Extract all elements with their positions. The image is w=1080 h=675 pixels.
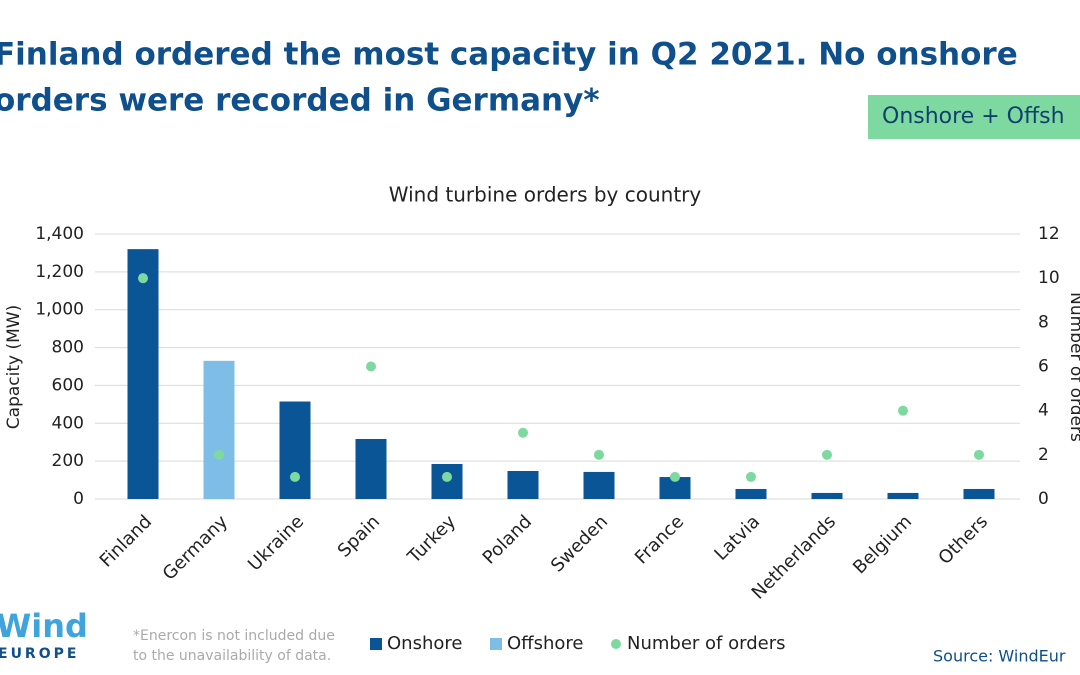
y2-axis-label: Number of orders (1066, 292, 1080, 442)
bar (735, 488, 767, 499)
bar (963, 488, 995, 499)
chart-title: Wind turbine orders by country (389, 183, 702, 207)
x-tick-label: Latvia (710, 511, 764, 565)
y2-tick-label: 4 (1038, 401, 1049, 421)
legend-label: Number of orders (627, 633, 785, 654)
legend-swatch (490, 638, 502, 650)
x-tick-label: Others (934, 511, 992, 569)
bar (583, 471, 615, 499)
order-dot (214, 449, 224, 460)
legend-label: Onshore (387, 633, 462, 654)
y2-tick-label: 10 (1038, 268, 1060, 288)
headline: Finland ordered the most capacity in Q2 … (0, 37, 1018, 73)
y-tick-label: 0 (73, 489, 84, 509)
y2-tick-label: 8 (1038, 312, 1049, 332)
bar (887, 492, 919, 499)
order-dot (290, 471, 300, 482)
order-dot (366, 361, 376, 372)
order-dot (822, 449, 832, 460)
y-axis-label: Capacity (MW) (4, 305, 24, 429)
legend-swatch (611, 639, 621, 649)
x-tick-label: Finland (96, 511, 156, 571)
badge-bg (868, 95, 1080, 139)
order-dot (594, 449, 604, 460)
bar (507, 470, 539, 499)
x-tick-label: Ukraine (244, 511, 308, 575)
y-tick-label: 1,400 (35, 224, 84, 244)
order-dot (670, 471, 680, 482)
x-tick-label: Belgium (849, 511, 916, 578)
y2-tick-label: 6 (1038, 357, 1049, 377)
y-tick-label: 800 (52, 338, 84, 358)
footnote: to the unavailability of data. (133, 648, 331, 664)
headline: orders were recorded in Germany* (0, 83, 600, 119)
legend-label: Offshore (507, 633, 583, 654)
x-tick-label: Spain (334, 511, 384, 561)
bar (203, 360, 235, 499)
order-dot (974, 449, 984, 460)
legend-swatch (370, 638, 382, 650)
x-tick-label: France (631, 511, 688, 568)
order-dot (746, 471, 756, 482)
bar (659, 477, 691, 499)
y2-tick-label: 12 (1038, 224, 1060, 244)
y2-tick-label: 0 (1038, 489, 1049, 509)
y-tick-label: 600 (52, 375, 84, 395)
footnote: *Enercon is not included due (133, 628, 335, 644)
x-tick-label: Germany (159, 511, 233, 585)
y-tick-label: 400 (52, 413, 84, 433)
logo: Wind (0, 607, 88, 645)
badge: Onshore + Offsh (882, 104, 1065, 129)
order-dot (518, 427, 528, 438)
logo: EUROPE (0, 646, 79, 662)
bar (355, 438, 387, 499)
source: Source: WindEur (933, 647, 1066, 666)
order-dot (898, 405, 908, 416)
y2-tick-label: 2 (1038, 445, 1049, 465)
x-tick-label: Poland (479, 511, 536, 568)
bar (279, 401, 311, 499)
x-tick-label: Turkey (403, 511, 460, 568)
y-tick-label: 1,000 (35, 300, 84, 320)
order-dot (138, 273, 148, 284)
x-tick-label: Sweden (547, 511, 612, 576)
y-tick-label: 200 (52, 451, 84, 471)
y-tick-label: 1,200 (35, 262, 84, 282)
bar (811, 492, 843, 499)
order-dot (442, 471, 452, 482)
bar (127, 249, 159, 499)
